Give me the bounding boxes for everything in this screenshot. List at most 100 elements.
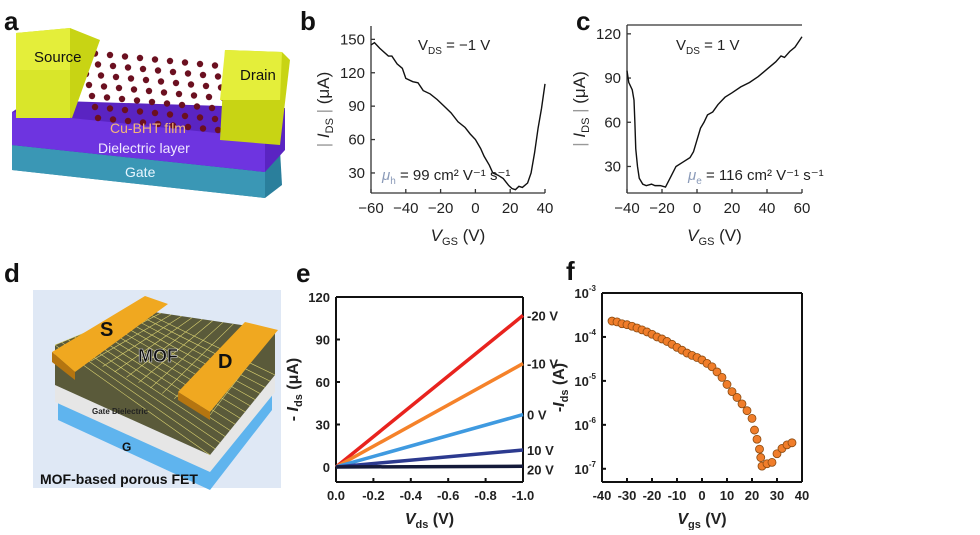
film-atom: [139, 65, 147, 73]
film-atom: [118, 95, 126, 103]
film-atom: [94, 114, 102, 122]
film-atom: [181, 112, 189, 120]
x-tick-label: 0.0: [327, 488, 345, 503]
data-point: [747, 414, 757, 423]
mof-label: MOF: [138, 346, 178, 366]
gate-layer: [58, 390, 272, 490]
axis-label: VGS (V): [687, 226, 742, 248]
drain-label: Drain: [240, 67, 276, 84]
film-atom: [151, 56, 159, 63]
tick-exponent: -7: [589, 460, 597, 469]
annotation-text: = −1 V: [442, 37, 490, 54]
film-atom: [106, 51, 114, 59]
film-atom: [181, 59, 189, 66]
film-atom: [133, 97, 141, 104]
x-tick-label: 40: [759, 200, 776, 217]
film-atom: [184, 70, 192, 77]
grid-line: [102, 315, 182, 367]
x-tick-label: −60: [358, 200, 383, 217]
annotation-symbol: V: [676, 37, 686, 54]
gate-dielectric-layer: [55, 375, 275, 472]
panel-letter-f: f: [566, 256, 575, 286]
data-point: [752, 434, 762, 444]
film-atom: [196, 60, 204, 68]
y-tick-label: 90: [604, 70, 621, 87]
data-point: [712, 367, 722, 377]
film-atom: [112, 73, 120, 81]
axis-label: Vgs (V): [677, 511, 726, 530]
panel-letter-e: e: [296, 258, 310, 288]
x-tick-label: -0.2: [362, 488, 384, 503]
y-tick-label: 30: [604, 158, 621, 175]
film-atom: [169, 122, 177, 129]
axis-label-unit: (V): [701, 511, 727, 528]
x-tick-label: -40: [593, 488, 612, 503]
film-atom: [166, 111, 174, 118]
grid-line: [114, 317, 193, 373]
tick-exponent: -3: [589, 284, 597, 293]
tick-exponent: -5: [589, 372, 597, 381]
axis-label-symbol: V: [431, 226, 444, 245]
y-tick-label: 120: [340, 65, 365, 82]
axis-label-unit: (V): [428, 511, 454, 528]
y-tick-label: 90: [316, 332, 330, 347]
annotation-text: = 99 cm² V⁻¹ s⁻¹: [396, 167, 511, 184]
axis-label-symbol: V: [687, 226, 700, 245]
x-tick-label: 30: [770, 488, 784, 503]
axis-label: | IDS | (μA): [570, 71, 592, 146]
device-diagram-a: Source Drain Cu-BHT film Dielectric laye…: [12, 28, 290, 198]
film-atom: [127, 75, 135, 82]
film-atom: [124, 117, 132, 125]
axis-label-subscript: ds: [416, 519, 429, 530]
film-atom: [208, 104, 216, 112]
y-tick-label: 120: [308, 290, 330, 305]
x-tick-label: -0.4: [400, 488, 423, 503]
annotation-vds: VDS = −1 V: [418, 37, 490, 57]
y-tick-label: 10-3: [574, 284, 596, 301]
y-tick-label: 10-7: [574, 460, 596, 477]
annotation-mobility: μe = 116 cm² V⁻¹ s⁻¹: [687, 167, 824, 187]
series-line: [335, 448, 524, 469]
series-line: [335, 464, 524, 469]
device-diagram-d: S D MOF Gate Dielectric G MOF-based poro…: [33, 290, 281, 490]
data-point: [727, 387, 737, 397]
x-tick-label: -30: [618, 488, 637, 503]
y-tick-label: 60: [348, 132, 365, 149]
series-line: [335, 412, 524, 469]
x-tick-label: -20: [643, 488, 662, 503]
series-label: 10 V: [527, 443, 554, 458]
abs-bar: |: [314, 138, 333, 147]
film-atom: [166, 57, 174, 65]
x-tick-label: −40: [614, 200, 639, 217]
film-atom: [97, 72, 105, 79]
gate-dielectric-label: Gate Dielectric: [92, 407, 149, 416]
x-tick-label: 20: [724, 200, 741, 217]
data-point: [742, 406, 752, 416]
film-atom: [121, 53, 129, 60]
abs-bar: |: [314, 109, 333, 118]
axis-label-symbol: I: [551, 402, 568, 407]
axis-label-prefix: -: [285, 411, 302, 421]
grid-line: [133, 312, 271, 382]
annotation-subscript: DS: [428, 46, 442, 57]
x-tick-label: -0.6: [437, 488, 459, 503]
chart-f: -40 -30 -20 -10 0 10 20 30 4010-310-410-510-610-…: [551, 284, 809, 531]
abs-bar: |: [570, 138, 589, 147]
annotation-symbol: V: [418, 37, 428, 54]
abs-bar: |: [570, 108, 589, 117]
tick-exponent: -4: [589, 328, 597, 337]
chart-e: 0.0 -0.2 -0.4 -0.6 -0.8 -1.0 0 30 60 90 120 Vds (V)…: [285, 290, 558, 531]
y-tick-label: 0: [323, 460, 330, 475]
film-atom: [148, 98, 156, 106]
film-atom: [190, 92, 198, 99]
data-point: [717, 373, 727, 382]
axis-label-subscript: GS: [442, 236, 458, 248]
x-tick-label: −20: [428, 200, 453, 217]
data-point: [772, 449, 782, 459]
y-tick-label: 60: [316, 375, 330, 390]
x-tick-label: 0: [471, 200, 479, 217]
x-tick-label: 20: [745, 488, 759, 503]
source-electrode-side: [52, 352, 75, 380]
data-point: [750, 425, 759, 435]
